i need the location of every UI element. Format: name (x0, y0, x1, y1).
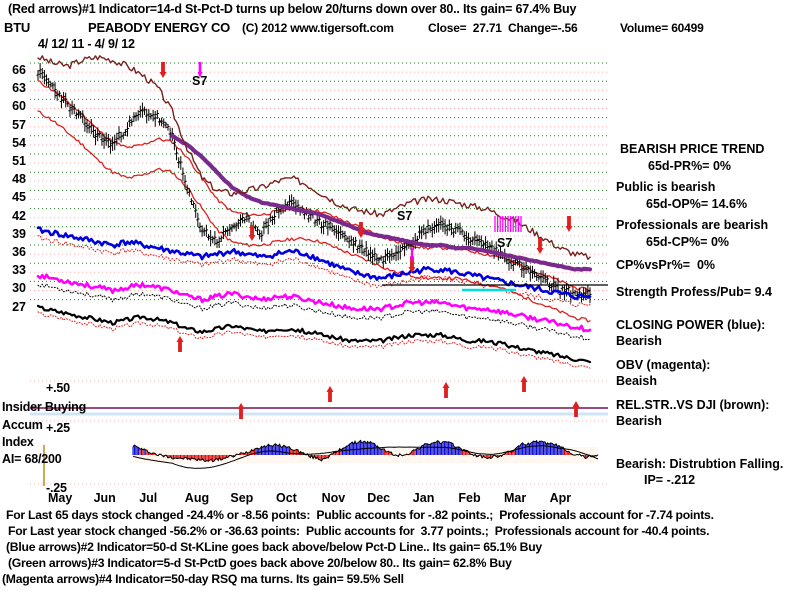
accum-label: Accum (2, 418, 43, 432)
month-tick-apr: Apr (549, 491, 572, 505)
price-tick-36: 36 (12, 245, 26, 259)
public-title: Public is bearish (616, 180, 716, 194)
price-tick-48: 48 (12, 172, 26, 187)
obv-title: OBV (magenta): (616, 358, 711, 372)
s7-label-3: S7 (497, 236, 513, 250)
bearish-trend-title: BEARISH PRICE TREND (620, 142, 765, 156)
price-tick-45: 45 (12, 190, 26, 205)
s7-label-1: S7 (192, 74, 208, 88)
date-range: 4/ 12/ 11 - 4/ 9/ 12 (38, 37, 135, 51)
level-label-plus-25: +.25 (46, 421, 70, 435)
ticker-symbol: BTU (4, 20, 31, 35)
signal-arrows (159, 62, 608, 419)
rel-strength-title: REL.STR..VS DJI (brown): (616, 398, 770, 412)
price-tick-60: 60 (12, 99, 26, 114)
s7-label-2: S7 (397, 209, 413, 223)
price-tick-51: 51 (12, 154, 26, 168)
level-label-plus-50: +.50 (46, 381, 70, 395)
rel-strength-value: Bearish (616, 414, 662, 428)
month-tick-sep: Sep (230, 491, 254, 505)
month-tick-oct: Oct (276, 491, 297, 505)
month-tick-aug: Aug (184, 491, 210, 505)
header-indicator-line: (Red arrows)#1 Indicator=14-d St-Pct-D t… (8, 2, 577, 16)
ip-status-title: Bearish: Distrubtion Falling. (616, 457, 784, 471)
month-tick-jun: Jun (93, 491, 116, 505)
price-change: Change=-.56 (508, 21, 578, 35)
price-tick-30: 30 (12, 281, 26, 296)
gridlines (30, 62, 608, 422)
price-tick-27: 27 (12, 299, 26, 314)
close-price: Close= 27.71 (428, 21, 502, 35)
price-tick-54: 54 (12, 135, 26, 150)
copyright-notice: (C) 2012 www.tigersoft.com (242, 21, 394, 35)
strength-prof-pub: Strength Profess/Pub= 9.4 (616, 285, 772, 299)
rel-strength-dji-line (37, 55, 591, 260)
footer-year-summary: For Last year stock changed -56.2% or -3… (8, 524, 710, 538)
price-tick-57: 57 (12, 117, 26, 132)
professionals-value: 65d-CP%= 0% (646, 235, 730, 249)
month-tick-mar: Mar (504, 491, 527, 505)
closing-power-title: CLOSING POWER (blue): (616, 318, 766, 332)
footer-green-arrows: (Green arrows)#3 Indicator=5-d St-PctD g… (8, 556, 512, 570)
closing-power-value: Bearish (616, 334, 662, 348)
month-tick-jan: Jan (412, 491, 435, 505)
month-tick-nov: Nov (321, 491, 346, 505)
price-tick-33: 33 (12, 263, 26, 278)
price-tick-39: 39 (12, 226, 26, 241)
public-value: 65d-OP%= 14.6% (646, 197, 748, 211)
obv-value: Beaish (616, 374, 657, 388)
month-tick-dec: Dec (367, 491, 391, 505)
bearish-trend-value: 65d-PR%= 0% (648, 159, 732, 173)
accumulation-histogram (30, 407, 608, 486)
ai-value-label: AI= 68/200 (2, 452, 62, 466)
index-label: Index (2, 435, 34, 449)
price-tick-63: 63 (12, 81, 26, 96)
ip-value: IP= -.212 (644, 473, 696, 487)
footer-magenta-arrows: (Magenta arrows)#4 Indicator=50-day RSQ … (2, 572, 404, 586)
insider-buying-label: Insider Buying (2, 400, 87, 414)
closing-power-line (36, 226, 592, 308)
price-tick-42: 42 (12, 208, 26, 223)
level-label-minus-25: -.25 (46, 481, 67, 495)
obv-line (36, 273, 592, 369)
footer-65-day-summary: For Last 65 days stock changed -24.4% or… (6, 508, 714, 522)
price-chart-plot (30, 52, 608, 488)
price-tick-66: 66 (12, 63, 26, 77)
month-tick-feb: Feb (458, 491, 481, 505)
professionals-title: Professionals are bearish (616, 218, 769, 232)
company-name: PEABODY ENERGY CO (88, 20, 231, 35)
footer-blue-arrows: (Blue arrows)#2 Indicator=50-d St-KLine … (6, 540, 542, 554)
cp-vs-pr-value: CP%vsPr%= 0% (616, 258, 716, 272)
volume-value: Volume= 60499 (620, 21, 704, 35)
month-tick-jul: Jul (139, 491, 158, 505)
price-bars (36, 63, 592, 304)
month-tick-may: May (48, 491, 73, 505)
